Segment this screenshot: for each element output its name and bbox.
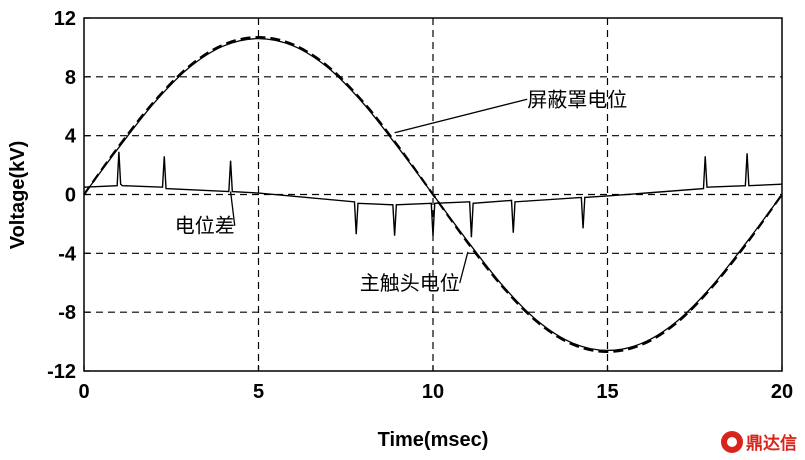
- y-tick-label: -4: [58, 243, 77, 265]
- annotation-label: 屏蔽罩电位: [527, 87, 627, 111]
- series-line-3: [83, 151, 783, 238]
- annotation-label: 电位差: [175, 214, 235, 238]
- y-tick-label: 4: [65, 126, 77, 148]
- series-line-2: [83, 37, 783, 352]
- y-axis-title: Voltage(kV): [7, 141, 29, 250]
- x-tick-label: 5: [253, 381, 264, 403]
- annotation-label: 主触头电位: [360, 271, 460, 295]
- brand-logo-icon: [721, 430, 743, 453]
- x-tick-label: 15: [596, 381, 618, 403]
- watermark: 鼎达信: [721, 429, 797, 454]
- x-tick-label: 0: [78, 381, 89, 403]
- x-axis-title: Time(msec): [378, 429, 489, 451]
- watermark-text: 鼎达信: [746, 434, 797, 454]
- grid-lines: [84, 18, 782, 371]
- x-tick-label: 20: [771, 381, 793, 403]
- y-tick-label: 8: [65, 67, 76, 89]
- series-lines: [83, 36, 783, 353]
- y-tick-label: 12: [54, 8, 76, 30]
- x-tick-label: 10: [422, 381, 444, 403]
- annotation-leader: [459, 251, 469, 284]
- y-tick-label: -8: [58, 302, 76, 324]
- annotation-leader: [394, 98, 528, 134]
- annotation-leader: [229, 191, 236, 226]
- y-tick-label: 0: [65, 185, 76, 207]
- y-tick-label: -12: [47, 361, 76, 383]
